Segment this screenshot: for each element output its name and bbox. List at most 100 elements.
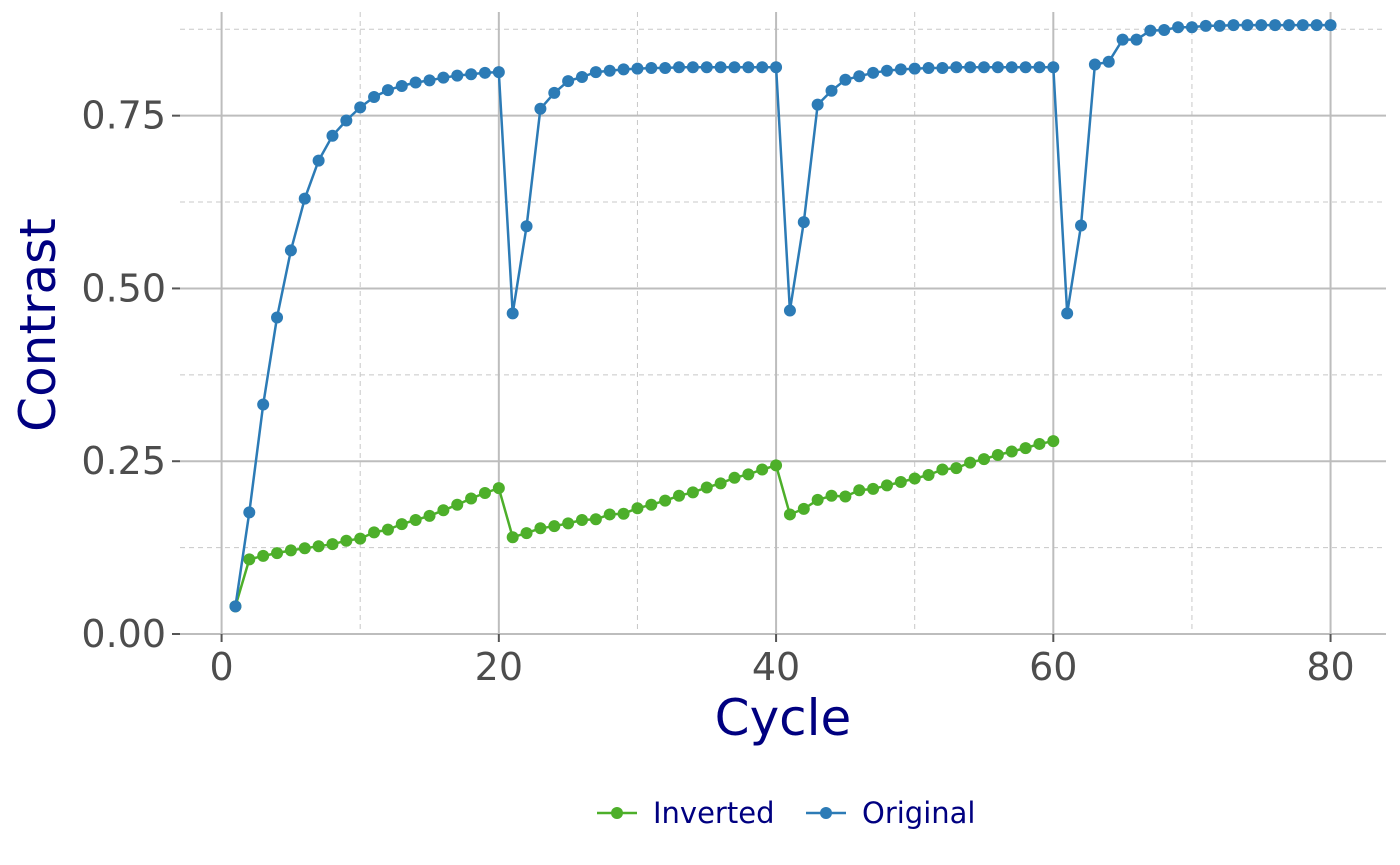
- x-tick-label-0: 0: [209, 645, 233, 689]
- data-point-original-2: [257, 398, 270, 411]
- data-point-inverted-15: [437, 504, 450, 517]
- data-point-original-36: [728, 61, 741, 74]
- data-point-original-67: [1158, 23, 1171, 36]
- data-point-inverted-26: [589, 513, 602, 526]
- data-point-inverted-29: [631, 502, 644, 515]
- data-point-original-51: [936, 61, 949, 74]
- data-point-original-57: [1019, 61, 1032, 74]
- data-point-inverted-33: [686, 486, 699, 499]
- data-point-inverted-23: [548, 520, 561, 533]
- data-point-inverted-50: [922, 469, 935, 482]
- data-point-original-37: [742, 61, 755, 74]
- data-point-original-43: [825, 84, 838, 97]
- data-point-inverted-37: [742, 468, 755, 481]
- data-point-inverted-28: [617, 507, 630, 520]
- data-point-original-53: [964, 61, 977, 74]
- y-tick-label-1: 0.25: [81, 439, 166, 483]
- data-point-original-42: [811, 98, 824, 111]
- data-point-original-77: [1296, 19, 1309, 32]
- data-point-original-8: [340, 114, 353, 127]
- data-point-original-45: [853, 70, 866, 83]
- series-line-inverted: [234, 439, 1054, 607]
- data-point-original-18: [478, 66, 491, 79]
- data-point-original-1: [243, 506, 256, 519]
- data-point-original-40: [783, 304, 796, 317]
- data-point-original-69: [1185, 21, 1198, 34]
- data-point-inverted-14: [423, 509, 436, 522]
- data-point-inverted-11: [381, 523, 394, 536]
- data-point-inverted-16: [451, 498, 464, 511]
- legend-key-point-original: [820, 807, 832, 819]
- data-point-original-0: [229, 600, 242, 613]
- series-original: [229, 19, 1337, 613]
- data-point-inverted-49: [908, 472, 921, 485]
- data-point-inverted-40: [783, 508, 796, 521]
- data-point-original-35: [714, 61, 727, 74]
- data-point-inverted-57: [1019, 442, 1032, 455]
- data-point-original-75: [1269, 19, 1282, 32]
- data-point-inverted-35: [714, 477, 727, 490]
- y-tick-label-3: 0.75: [81, 94, 166, 138]
- legend-label-inverted: Inverted: [653, 796, 774, 830]
- legend-entry-original: Original: [806, 796, 975, 830]
- x-tick-label-1: 20: [475, 645, 523, 689]
- data-point-inverted-56: [1005, 445, 1018, 458]
- data-point-inverted-53: [964, 456, 977, 469]
- data-point-original-10: [368, 91, 381, 104]
- data-point-inverted-47: [880, 479, 893, 492]
- data-point-original-70: [1199, 19, 1212, 32]
- data-point-original-38: [756, 61, 769, 74]
- data-point-original-24: [562, 75, 575, 88]
- data-point-inverted-9: [354, 532, 367, 545]
- data-point-original-3: [271, 311, 284, 324]
- data-point-original-78: [1310, 19, 1323, 32]
- data-point-original-50: [922, 61, 935, 74]
- data-point-original-68: [1172, 21, 1185, 34]
- data-point-inverted-10: [368, 526, 381, 539]
- data-point-inverted-20: [506, 531, 519, 544]
- data-point-inverted-19: [492, 482, 505, 495]
- data-point-original-74: [1255, 19, 1268, 32]
- data-point-inverted-52: [950, 462, 963, 475]
- data-point-original-20: [506, 307, 519, 320]
- x-tick-label-2: 40: [752, 645, 800, 689]
- data-point-inverted-22: [534, 522, 547, 535]
- y-axis-title: Contrast: [9, 218, 67, 432]
- data-point-original-17: [465, 68, 478, 81]
- legend-label-original: Original: [862, 796, 975, 830]
- data-point-original-6: [312, 154, 325, 167]
- data-point-inverted-2: [257, 549, 270, 562]
- data-point-inverted-43: [825, 489, 838, 502]
- data-point-inverted-18: [478, 487, 491, 500]
- data-point-original-27: [603, 64, 616, 77]
- data-point-inverted-4: [284, 544, 297, 557]
- data-point-original-62: [1088, 58, 1101, 71]
- data-point-original-16: [451, 69, 464, 82]
- data-point-original-65: [1130, 33, 1143, 46]
- data-point-original-25: [576, 70, 588, 83]
- data-point-inverted-45: [853, 484, 866, 497]
- data-point-inverted-7: [326, 538, 339, 551]
- data-point-inverted-17: [465, 492, 478, 505]
- data-point-original-5: [298, 192, 311, 205]
- data-point-inverted-39: [770, 459, 783, 472]
- data-point-inverted-42: [811, 493, 824, 506]
- data-point-original-14: [423, 74, 436, 87]
- data-point-inverted-46: [867, 482, 880, 495]
- series-layer: [229, 19, 1337, 613]
- data-point-original-73: [1241, 19, 1254, 32]
- data-point-inverted-58: [1033, 437, 1046, 450]
- data-point-original-55: [991, 61, 1004, 74]
- data-point-original-48: [894, 63, 907, 76]
- data-point-inverted-3: [271, 547, 284, 560]
- data-point-inverted-25: [576, 513, 588, 526]
- data-point-original-60: [1061, 307, 1074, 320]
- data-point-inverted-31: [659, 494, 672, 507]
- data-point-original-79: [1324, 19, 1337, 32]
- data-point-inverted-51: [936, 463, 949, 476]
- data-point-original-52: [950, 61, 963, 74]
- data-point-inverted-12: [395, 518, 408, 531]
- data-point-inverted-24: [562, 517, 575, 530]
- x-axis-title: Cycle: [715, 689, 852, 747]
- legend: Inverted Original: [597, 796, 975, 830]
